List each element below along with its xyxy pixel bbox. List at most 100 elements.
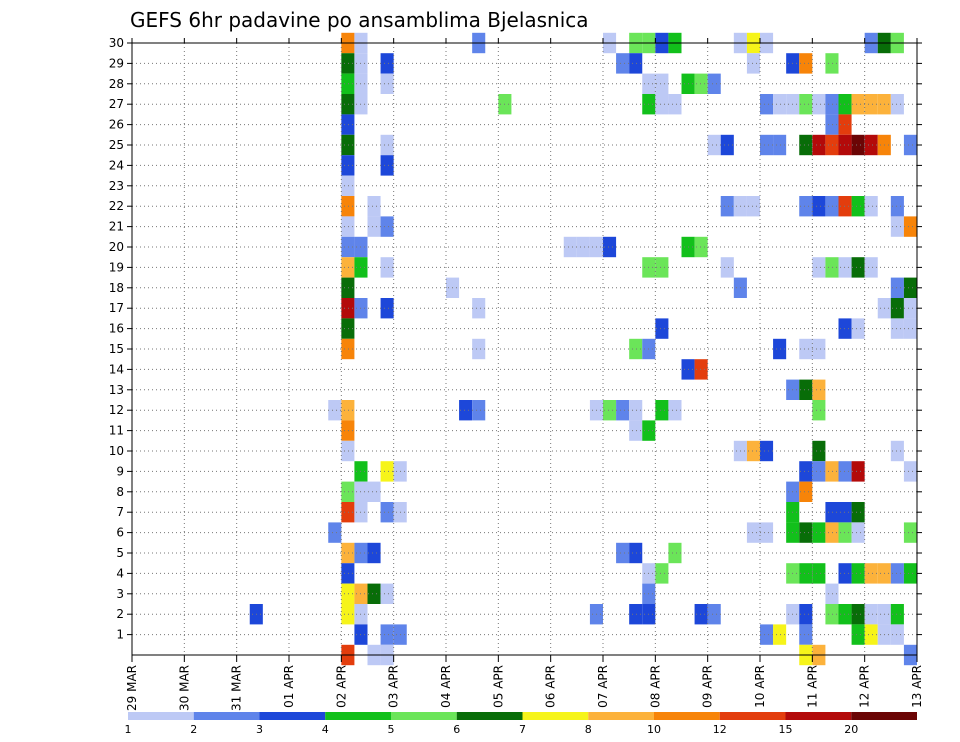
heatmap-cell bbox=[720, 134, 734, 156]
x-tick-label: 13 APR bbox=[910, 665, 924, 708]
heatmap-cell bbox=[890, 563, 904, 584]
heatmap-cell bbox=[812, 379, 826, 400]
heatmap-cell bbox=[773, 338, 787, 360]
y-tick-label: 11 bbox=[109, 424, 124, 438]
heatmap-cell bbox=[825, 53, 839, 74]
heatmap-cell bbox=[341, 196, 355, 217]
heatmap-cell bbox=[367, 216, 381, 237]
heatmap-cell bbox=[655, 94, 669, 115]
heatmap-cell bbox=[694, 359, 708, 380]
heatmap-cell bbox=[746, 522, 760, 543]
colorbar-segment bbox=[128, 712, 194, 720]
heatmap-cell bbox=[903, 216, 917, 237]
colorbar-label: 10 bbox=[647, 723, 661, 736]
heatmap-cell bbox=[655, 400, 669, 421]
y-tick-label: 8 bbox=[116, 485, 124, 499]
heatmap-cell bbox=[472, 338, 486, 360]
heatmap-cell bbox=[328, 400, 342, 421]
heatmap-cell bbox=[707, 134, 721, 156]
x-tick-label: 03 APR bbox=[387, 665, 401, 708]
heatmap-cell bbox=[825, 94, 839, 115]
heatmap-cell bbox=[890, 298, 904, 319]
heatmap-cell bbox=[341, 298, 355, 319]
heatmap-cell bbox=[341, 338, 355, 360]
x-axis: 29 MAR 30 MAR 31 MAR 01 APR 02 APR 03 APR 04 A… bbox=[125, 38, 924, 711]
heatmap-cell bbox=[655, 318, 669, 339]
heatmap-cell bbox=[655, 73, 669, 94]
y-tick-label: 30 bbox=[109, 36, 124, 50]
heatmap-cell bbox=[825, 257, 839, 278]
y-tick-label: 1 bbox=[116, 628, 124, 642]
heatmap-cell bbox=[341, 94, 355, 115]
heatmap-cell bbox=[864, 257, 878, 278]
x-tick-label: 06 APR bbox=[544, 665, 558, 708]
heatmap-cell bbox=[341, 277, 355, 298]
y-tick-label: 14 bbox=[109, 362, 124, 376]
heatmap-cell bbox=[576, 236, 590, 258]
heatmap-cell bbox=[903, 461, 917, 482]
x-tick-label: 08 APR bbox=[648, 665, 662, 708]
heatmap-cell bbox=[707, 604, 721, 625]
y-tick-label: 13 bbox=[109, 383, 124, 397]
heatmap-cell bbox=[694, 236, 708, 258]
heatmap-cell bbox=[341, 604, 355, 625]
heatmap-cell bbox=[812, 400, 826, 421]
x-tick-label: 12 APR bbox=[858, 665, 872, 708]
heatmap-cell bbox=[380, 53, 394, 74]
y-tick-label: 9 bbox=[116, 464, 124, 478]
heatmap-cell bbox=[903, 134, 917, 156]
colorbar-segment bbox=[654, 712, 720, 720]
colorbar-label: 3 bbox=[256, 723, 263, 736]
heatmap-cell bbox=[668, 542, 682, 564]
heatmap-cell bbox=[890, 216, 904, 237]
heatmap-cell bbox=[890, 604, 904, 625]
heatmap-cell bbox=[799, 379, 813, 400]
x-tick-label: 11 APR bbox=[805, 665, 819, 708]
heatmap-cell bbox=[367, 542, 381, 564]
colorbar-label: 8 bbox=[585, 723, 592, 736]
heatmap-cell bbox=[341, 53, 355, 74]
heatmap-cell bbox=[773, 624, 787, 645]
heatmap-cell bbox=[851, 318, 865, 339]
heatmap-cell bbox=[812, 338, 826, 360]
heatmap-cell bbox=[838, 94, 852, 115]
heatmap-cell bbox=[760, 624, 774, 645]
heatmap-cell bbox=[720, 196, 734, 217]
heatmap-cell bbox=[851, 563, 865, 584]
x-tick-label: 07 APR bbox=[596, 665, 610, 708]
colorbar-segment bbox=[193, 712, 260, 720]
heatmap-cell bbox=[367, 481, 381, 502]
heatmap-cell bbox=[746, 53, 760, 74]
heatmap-cell bbox=[720, 257, 734, 278]
x-tick-label: 05 APR bbox=[491, 665, 505, 708]
heatmap-cell bbox=[851, 196, 865, 217]
heatmap-cell bbox=[773, 94, 787, 115]
heatmap-cell bbox=[341, 114, 355, 135]
heatmap-cell bbox=[812, 257, 826, 278]
heatmap-cell bbox=[851, 522, 865, 543]
heatmap-cell bbox=[825, 196, 839, 217]
heatmap-cell bbox=[838, 563, 852, 584]
heatmap-cell bbox=[890, 277, 904, 298]
y-tick-label: 28 bbox=[109, 77, 124, 91]
heatmap-cell bbox=[341, 216, 355, 237]
x-tick-label: 10 APR bbox=[753, 665, 767, 708]
heatmap-cell bbox=[799, 196, 813, 217]
heatmap-cell bbox=[668, 94, 682, 115]
heatmap-cell bbox=[380, 73, 394, 94]
heatmap-cell bbox=[341, 175, 355, 196]
y-tick-label: 3 bbox=[116, 587, 124, 601]
y-tick-label: 15 bbox=[109, 342, 124, 356]
heatmap-cell bbox=[629, 542, 643, 564]
heatmap-cell bbox=[838, 604, 852, 625]
heatmap-cell bbox=[864, 134, 878, 156]
heatmap-cell bbox=[472, 400, 486, 421]
heatmap-cell bbox=[851, 604, 865, 625]
heatmap-cell bbox=[616, 542, 630, 564]
heatmap-cell bbox=[629, 338, 643, 360]
heatmap-cell bbox=[341, 502, 355, 523]
heatmap-cell bbox=[851, 461, 865, 482]
heatmap-cell bbox=[341, 420, 355, 441]
heatmap-cell bbox=[838, 461, 852, 482]
heatmap-cell bbox=[799, 53, 813, 74]
